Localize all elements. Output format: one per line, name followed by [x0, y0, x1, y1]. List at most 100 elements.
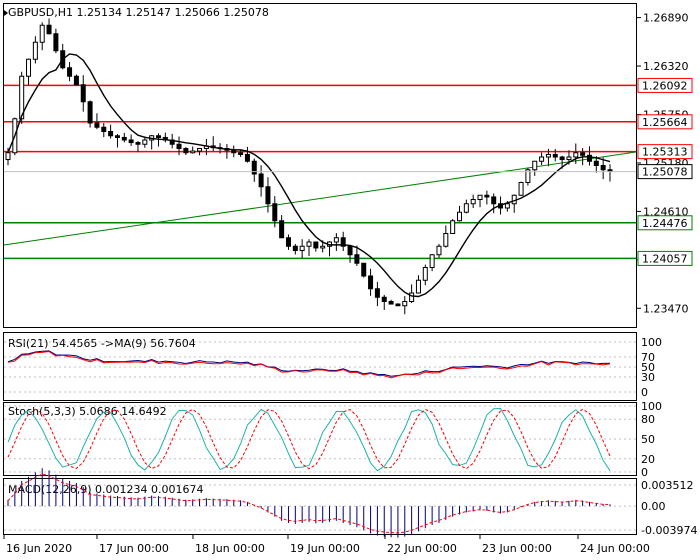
candle-body	[244, 153, 250, 162]
time-label: 18 Jun 00:00	[195, 542, 265, 555]
candle-body	[409, 292, 415, 302]
candle-body	[573, 152, 579, 158]
level-tag-label: 1.26092	[642, 79, 688, 92]
panel-axis-label: -0.003974	[641, 524, 697, 537]
candle-body	[190, 150, 196, 154]
candle-body	[128, 139, 134, 144]
candle-body	[470, 199, 476, 205]
candle-body	[436, 245, 442, 256]
candle-body	[299, 245, 305, 251]
time-label: 22 Jun 00:00	[387, 542, 457, 555]
candle-body	[306, 241, 312, 247]
moving-average-line	[7, 53, 611, 298]
candle-body	[258, 173, 264, 188]
candle-body	[354, 254, 360, 264]
candle-body	[559, 156, 565, 161]
candle-body	[265, 186, 271, 205]
symbol-info: GBPUSD,H1 1.25134 1.25147 1.25066 1.2507…	[8, 6, 269, 19]
candle-body	[135, 142, 141, 145]
candle-body	[87, 101, 93, 124]
candle-body	[121, 136, 127, 141]
candle-body	[539, 156, 545, 162]
price-levels	[4, 84, 636, 260]
candle-body	[525, 169, 531, 183]
candle-body	[279, 220, 285, 239]
time-label: 17 Jun 00:00	[99, 542, 169, 555]
macd-title: MACD(12,26,9) 0.001234 0.001674	[8, 483, 204, 496]
candle-body	[292, 245, 298, 251]
panel-axis-label: 100	[641, 400, 662, 413]
panel-axis-label: 70	[641, 351, 655, 364]
candle-body	[114, 135, 120, 138]
price-label: 1.26890	[643, 12, 689, 25]
time-label: 16 Jun 2020	[6, 542, 72, 555]
candle-body	[108, 131, 114, 137]
rsi-ma-line	[7, 351, 611, 379]
candle-body	[429, 254, 435, 268]
current-price-tag	[637, 164, 693, 180]
candle-body	[422, 267, 428, 281]
candle-body	[381, 296, 387, 302]
panel-axis-label: 80	[641, 413, 655, 426]
candle-body	[477, 194, 483, 200]
level-tag	[637, 77, 693, 93]
level-tag	[637, 144, 693, 160]
time-label: 19 Jun 00:00	[290, 542, 360, 555]
macd-indicator: MACD(12,26,9) 0.001234 0.001674 0.003512…	[4, 468, 697, 538]
stoch-title: Stoch(5,3,3) 5.0686 14.6492	[8, 405, 167, 418]
stoch-signal-line	[7, 408, 611, 470]
candle-body	[600, 165, 606, 171]
candle-body	[231, 149, 237, 154]
candle-body	[313, 241, 319, 249]
main-chart-frame	[3, 3, 637, 328]
candle-body	[347, 245, 353, 256]
candle-body	[73, 75, 79, 86]
candle-body	[53, 33, 59, 52]
candle-body	[504, 203, 510, 209]
level-tag	[637, 215, 693, 231]
candle-body	[491, 196, 497, 205]
panel-axis-label: 0	[641, 386, 648, 399]
candle-body	[32, 41, 38, 60]
time-label: 24 Jun 00:00	[580, 542, 650, 555]
panel-axis-label: 50	[641, 433, 655, 446]
price-axis: 1.268901.263201.257501.251801.246101.240…	[637, 12, 689, 315]
candle-body	[39, 24, 45, 43]
price-label: 1.26320	[643, 60, 689, 73]
candle-body	[46, 24, 52, 35]
candle-body	[176, 143, 182, 149]
candle-body	[272, 203, 278, 222]
level-tag-label: 1.24057	[642, 252, 688, 265]
candle-body	[566, 156, 572, 161]
candle-body	[388, 301, 394, 305]
candle-body	[593, 160, 599, 166]
macd-signal-line	[7, 473, 611, 534]
rsi-line	[7, 350, 611, 377]
candle-body	[333, 237, 339, 243]
candle-body	[586, 154, 592, 162]
level-tag	[637, 250, 693, 266]
trend-line[interactable]	[3, 151, 637, 246]
panel-axis-label: 50	[641, 361, 655, 374]
candle-body	[415, 279, 421, 294]
collapse-arrow-icon[interactable]	[4, 10, 8, 16]
time-label: 23 Jun 00:00	[482, 542, 552, 555]
candle-body	[142, 139, 148, 145]
candle-body	[285, 237, 291, 247]
panel-axis-label: 0.00	[641, 500, 666, 513]
candle-body	[518, 182, 524, 196]
price-tags: 1.26092 1.25664 1.25313 1.24476 1.24057 1.250…	[637, 77, 693, 266]
macd-axis: 0.003512 0.00 -0.003974	[4, 479, 697, 537]
candle-body	[374, 288, 380, 298]
candle-body	[197, 148, 203, 152]
price-label: 1.24610	[643, 205, 689, 218]
candle-body	[156, 135, 161, 138]
candle-body	[484, 194, 490, 198]
candle-body	[320, 245, 326, 249]
candle-body	[340, 237, 346, 247]
panel-axis-label: 20	[641, 453, 655, 466]
level-tag-label: 1.24476	[642, 217, 688, 230]
candle-body	[26, 58, 32, 77]
candle-body	[238, 152, 244, 155]
